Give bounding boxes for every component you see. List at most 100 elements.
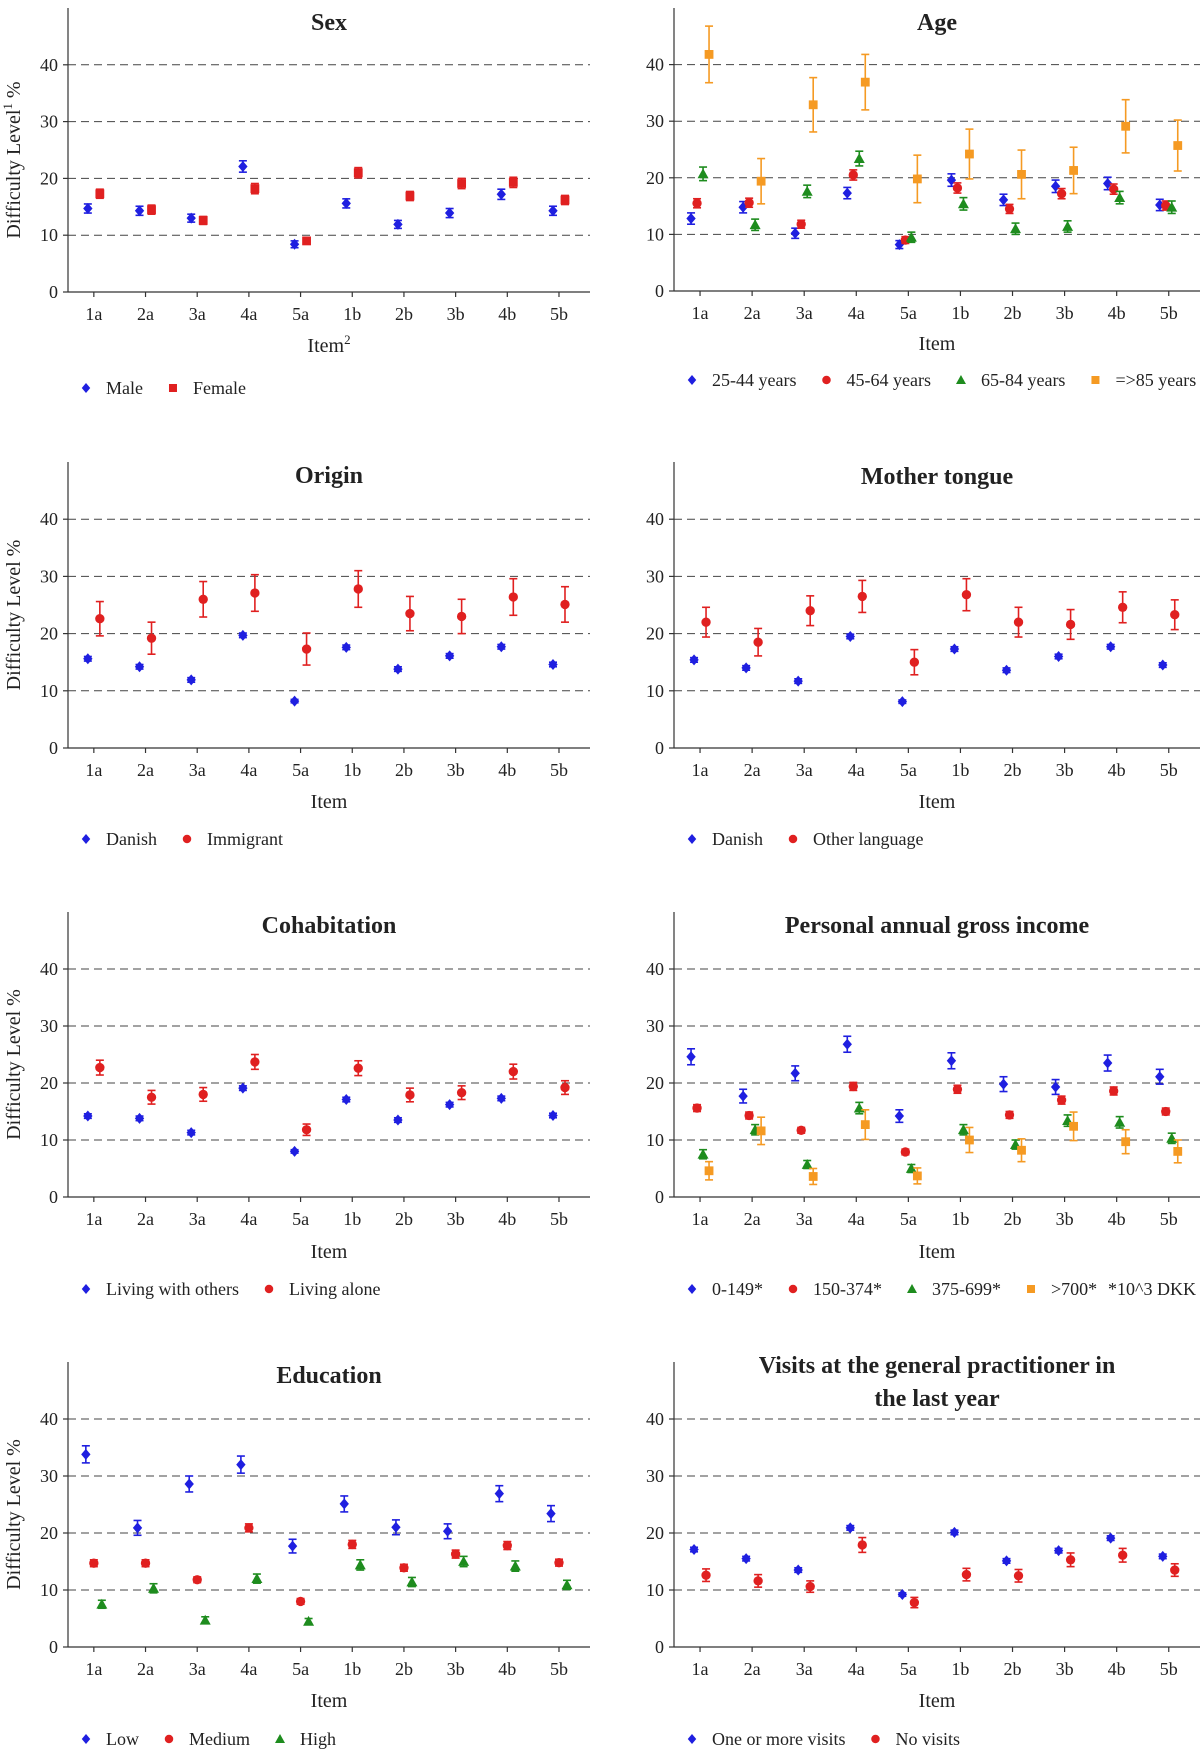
data-point (741, 662, 751, 674)
data-point (1013, 1571, 1024, 1581)
legend-diamond-icon (81, 383, 91, 393)
y-axis-label: Difficulty Level % (3, 989, 25, 1140)
data-point (1161, 200, 1171, 211)
x-tick-label: 3b (447, 304, 465, 324)
data-point (83, 203, 93, 215)
data-point (1017, 170, 1026, 179)
data-point (354, 1559, 366, 1570)
x-tick-label: 1a (85, 1209, 102, 1229)
data-point (456, 1088, 467, 1098)
y-tick-label: 40 (646, 55, 664, 75)
legend-label: Male (106, 378, 143, 398)
x-tick-label: 1a (85, 304, 102, 324)
legend-square-icon (168, 384, 177, 392)
data-point (1056, 188, 1067, 199)
y-tick-label: 40 (646, 509, 664, 529)
x-tick-label: 5b (550, 760, 568, 780)
data-point (701, 1570, 711, 1580)
data-point (738, 1090, 748, 1102)
data-point (393, 1114, 403, 1126)
data-point (83, 1110, 93, 1122)
data-point (353, 584, 363, 594)
data-point (353, 168, 363, 178)
data-point (250, 588, 260, 598)
y-tick-label: 0 (49, 282, 58, 302)
data-point (457, 179, 467, 188)
series-150-374 (692, 1081, 1171, 1157)
data-point (250, 1057, 260, 1067)
legend-circle-icon (182, 834, 192, 844)
x-tick-label: 5a (292, 304, 309, 324)
data-point (686, 1051, 696, 1063)
data-point (790, 227, 800, 239)
data-point (756, 176, 766, 186)
data-point (1069, 166, 1078, 175)
x-tick-label: 1a (85, 760, 102, 780)
data-point (965, 149, 974, 159)
data-point (1121, 121, 1131, 131)
data-point (1017, 1145, 1026, 1155)
data-point (303, 1615, 315, 1626)
data-point (405, 608, 415, 619)
x-tick-label: 2b (395, 1209, 413, 1229)
x-tick-label: 3a (796, 1659, 813, 1679)
x-axis-label: Item (311, 1690, 348, 1712)
data-point (508, 1066, 518, 1077)
legend-label: >700* (1051, 1279, 1097, 1299)
data-point (857, 591, 867, 602)
y-tick-label: 0 (49, 1637, 58, 1657)
data-point (692, 198, 702, 208)
legend-label: 150-374* (813, 1279, 882, 1299)
data-point (790, 1067, 800, 1079)
data-point (1108, 1086, 1119, 1096)
legend-label: Medium (189, 1729, 250, 1749)
chart-title: the last year (874, 1386, 1000, 1412)
data-point (289, 695, 300, 707)
data-point (894, 239, 905, 251)
x-tick-label: 5a (292, 760, 309, 780)
x-tick-label: 2a (744, 1209, 761, 1229)
data-point (848, 1081, 858, 1092)
data-point (450, 1549, 461, 1559)
y-axis-label: Difficulty Level % (3, 540, 25, 691)
data-point (406, 1576, 418, 1587)
data-point (965, 1135, 974, 1145)
data-point (949, 643, 960, 655)
series-one-or-more-visits (689, 1522, 1168, 1601)
data-point (347, 1539, 357, 1550)
legend-label: 0-149* (712, 1279, 763, 1299)
data-point (444, 650, 455, 662)
x-tick-label: 2b (1004, 303, 1022, 323)
y-tick-label: 10 (40, 225, 58, 245)
data-point (741, 1553, 751, 1565)
y-tick-label: 20 (646, 168, 664, 188)
x-tick-label: 4b (1108, 303, 1126, 323)
x-tick-label: 4b (498, 304, 516, 324)
data-point (845, 630, 855, 642)
x-tick-label: 4a (848, 1209, 865, 1229)
x-tick-label: 2a (137, 1659, 154, 1679)
y-tick-label: 40 (646, 959, 664, 979)
y-axis-label: Difficulty Level % (3, 1439, 25, 1590)
data-point (1001, 1555, 1012, 1567)
data-point (198, 594, 208, 604)
panel-cohabitation: 0 10 20 30 40 1a 2a 3a 4a 5a 1b 2b 3b 4b 5b Cohabitatio… (3, 912, 590, 1299)
chart-title: Age (917, 10, 957, 36)
data-point (912, 174, 922, 184)
legend: 25-44 years 45-64 years 65-84 years =>85 ye… (687, 370, 1196, 390)
data-point (897, 1589, 908, 1601)
data-point (1161, 1106, 1171, 1117)
x-tick-label: 1a (692, 760, 709, 780)
data-point (496, 641, 506, 653)
series-danish (83, 629, 558, 707)
series-no-visits (701, 1536, 1180, 1609)
data-point (399, 1563, 409, 1573)
y-tick-label: 30 (646, 566, 664, 586)
legend: Low Medium High (81, 1729, 336, 1749)
data-point (1114, 1116, 1126, 1127)
x-tick-label: 5a (900, 760, 917, 780)
data-point (134, 661, 145, 673)
x-tick-label: 1b (951, 760, 969, 780)
x-tick-label: 1b (343, 760, 361, 780)
data-point (83, 653, 93, 665)
